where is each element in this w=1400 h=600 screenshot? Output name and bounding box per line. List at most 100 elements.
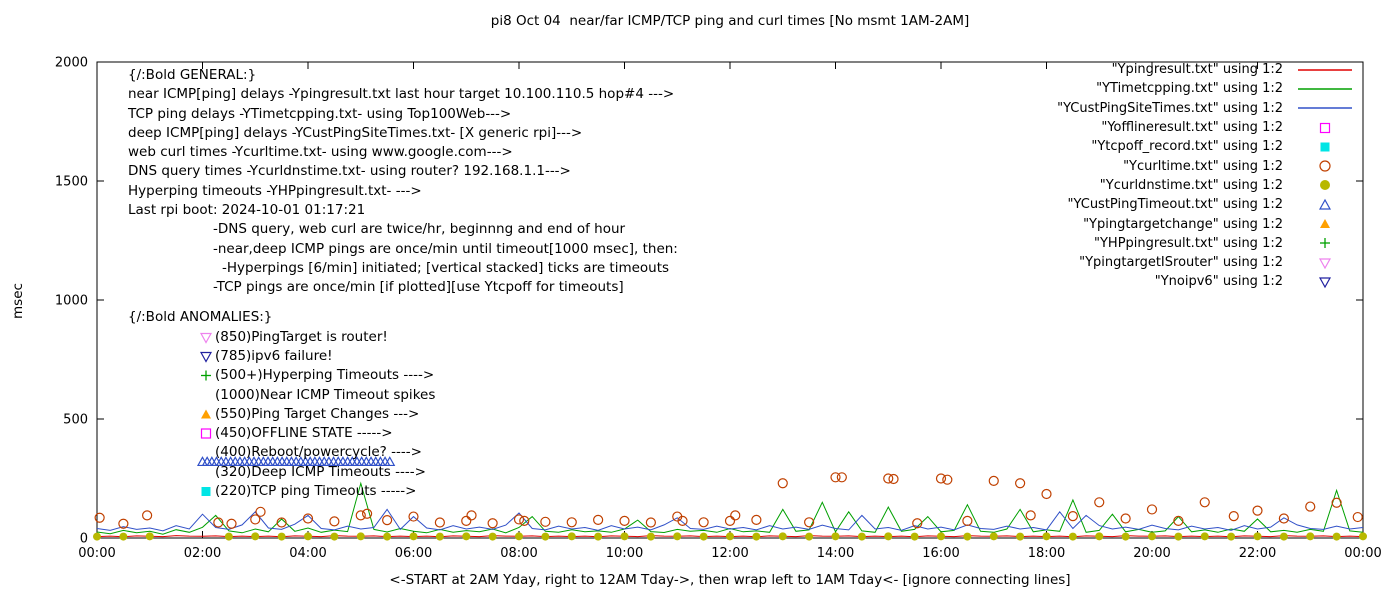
general-line: -Hyperpings [6/min] initiated; [vertical… (222, 259, 670, 276)
circle-open-icon (1319, 160, 1331, 172)
line-icon (1298, 68, 1352, 71)
y-tick-label: 1000 (55, 294, 88, 309)
general-line: Hyperping timeouts -YHPpingresult.txt- -… (128, 182, 422, 199)
legend-label: "Ycurldnstime.txt" using 1:2 (1099, 177, 1283, 193)
legend-entry: "YCustPingTimeout.txt" using 1:2 (1057, 195, 1357, 214)
anomaly-item: (500+)Hyperping Timeouts ----> (199, 366, 435, 385)
anomaly-item: (785)ipv6 failure! (199, 346, 435, 365)
legend-entry: "YCustPingSiteTimes.txt" using 1:2 (1057, 99, 1357, 118)
legend-label: "Ynoipv6" using 1:2 (1154, 274, 1283, 290)
square-open-icon (1319, 122, 1331, 133)
anomaly-item: (320)Deep ICMP Timeouts ----> (199, 462, 435, 481)
anomaly-label: (450)OFFLINE STATE -----> (215, 425, 393, 442)
triangle-down-open-icon (1318, 258, 1332, 269)
legend-entry: "Ycurldnstime.txt" using 1:2 (1057, 176, 1357, 195)
x-tick-label: 00:00 (78, 546, 115, 561)
x-tick-label: 10:00 (606, 546, 643, 561)
chart-legend: "Ypingresult.txt" using 1:2 "YTimetcpping… (1057, 60, 1357, 292)
general-line: -near,deep ICMP pings are once/min until… (213, 240, 678, 257)
x-tick-label: 20:00 (1133, 546, 1170, 561)
x-tick-label: 02:00 (184, 546, 221, 561)
line-icon (1298, 88, 1352, 90)
square-filled-icon (1320, 142, 1330, 152)
y-tick-label: 2000 (55, 56, 88, 71)
general-line: -DNS query, web curl are twice/hr, begin… (213, 221, 626, 238)
legend-label: "YCustPingTimeout.txt" using 1:2 (1067, 197, 1283, 213)
general-line: near ICMP[ping] delays -Ypingresult.txt … (128, 86, 675, 103)
legend-label: "Yofflineresult.txt" using 1:2 (1101, 120, 1283, 136)
no-icon (199, 465, 213, 479)
y-tick-label: 1500 (55, 175, 88, 190)
no-icon (199, 388, 213, 402)
anomaly-item: (220)TCP ping Timeouts -----> (199, 481, 435, 500)
general-annotations: {/:Bold GENERAL:} near ICMP[ping] delays … (128, 66, 678, 298)
anomaly-item: (400)Reboot/powercycle? ----> (199, 443, 435, 462)
anomaly-item: (850)PingTarget is router! (199, 327, 435, 346)
triangle-up-filled-icon (1320, 219, 1330, 229)
general-line: TCP ping delays -YTimetcpping.txt- using… (128, 105, 512, 122)
legend-entry: "Ypingtargetchange" using 1:2 (1057, 214, 1357, 233)
general-line: {/:Bold GENERAL:} (128, 67, 257, 83)
x-tick-label: 00:00 (1344, 546, 1381, 561)
legend-label: "Ypingresult.txt" using 1:2 (1111, 62, 1283, 78)
x-tick-label: 22:00 (1239, 546, 1276, 561)
legend-label: "YpingtargetISrouter" using 1:2 (1079, 255, 1283, 271)
y-tick-label: 500 (63, 413, 88, 428)
triangle-up-open-icon (1318, 198, 1332, 210)
chart-title: pi8 Oct 04 near/far ICMP/TCP ping and cu… (490, 13, 970, 29)
anomaly-label: (785)ipv6 failure! (215, 347, 333, 364)
general-line: web curl times -Ycurltime.txt- using www… (128, 144, 513, 161)
x-tick-label: 14:00 (817, 546, 854, 561)
anomaly-label: (400)Reboot/powercycle? ----> (215, 444, 422, 461)
legend-entry: "YHPpingresult.txt" using 1:2 (1057, 234, 1357, 253)
general-line: Last rpi boot: 2024-10-01 01:17:21 (128, 202, 366, 219)
legend-label: "YCustPingSiteTimes.txt" using 1:2 (1057, 100, 1283, 116)
anomaly-item: (450)OFFLINE STATE -----> (199, 423, 435, 442)
plus-icon (201, 370, 211, 381)
legend-entry: "Yofflineresult.txt" using 1:2 (1057, 118, 1357, 137)
legend-label: "Ytcpoff_record.txt" using 1:2 (1091, 139, 1283, 155)
general-line: deep ICMP[ping] delays -YCustPingSiteTim… (128, 124, 583, 141)
anomaly-label: (850)PingTarget is router! (215, 328, 388, 345)
no-icon (199, 445, 213, 459)
legend-label: "YHPpingresult.txt" using 1:2 (1094, 235, 1283, 251)
legend-entry: "Ytcpoff_record.txt" using 1:2 (1057, 137, 1357, 156)
anomaly-label: (1000)Near ICMP Timeout spikes (215, 386, 436, 403)
square-open-icon (200, 428, 212, 439)
x-tick-label: 08:00 (500, 546, 537, 561)
triangle-up-filled-icon (201, 409, 211, 419)
anomaly-label: (320)Deep ICMP Timeouts ----> (215, 463, 426, 480)
legend-label: "Ycurltime.txt" using 1:2 (1123, 158, 1283, 174)
general-line: -TCP pings are once/min [if plotted][use… (213, 279, 624, 296)
legend-label: "YTimetcpping.txt" using 1:2 (1096, 81, 1283, 97)
plus-icon (1320, 238, 1330, 249)
y-tick-label: 0 (80, 532, 88, 547)
anomalies-list: (850)PingTarget is router! (785)ipv6 fail… (199, 327, 435, 501)
triangle-down-open-icon (199, 332, 213, 344)
general-line: DNS query times -Ycurldnstime.txt- using… (128, 163, 571, 180)
circle-filled-icon (1320, 180, 1330, 191)
anomaly-label: (550)Ping Target Changes ---> (215, 405, 420, 422)
x-tick-label: 18:00 (1028, 546, 1065, 561)
x-tick-label: 04:00 (289, 546, 326, 561)
legend-entry: "Ypingresult.txt" using 1:2 (1057, 60, 1357, 79)
legend-entry: "YTimetcpping.txt" using 1:2 (1057, 79, 1357, 98)
series-dns-query-times (93, 532, 1367, 541)
anomaly-label: (500+)Hyperping Timeouts ----> (215, 367, 435, 384)
line-icon (1298, 107, 1352, 109)
legend-entry: "Ynoipv6" using 1:2 (1057, 272, 1357, 291)
triangle-down-open-icon (1318, 277, 1332, 289)
legend-entry: "YpingtargetISrouter" using 1:2 (1057, 253, 1357, 272)
x-axis-label: <-START at 2AM Yday, right to 12AM Tday-… (389, 572, 1071, 588)
y-axis-label: msec (10, 283, 26, 319)
legend-entry: "Ycurltime.txt" using 1:2 (1057, 156, 1357, 175)
anomaly-item: (550)Ping Target Changes ---> (199, 404, 435, 423)
series-web-curl-times (94, 472, 1363, 529)
triangle-down-open-icon (199, 351, 213, 363)
legend-label: "Ypingtargetchange" using 1:2 (1083, 216, 1283, 232)
series-deep-icmp-timeouts-run (196, 456, 396, 467)
x-tick-label: 16:00 (922, 546, 959, 561)
square-filled-icon (201, 487, 211, 497)
